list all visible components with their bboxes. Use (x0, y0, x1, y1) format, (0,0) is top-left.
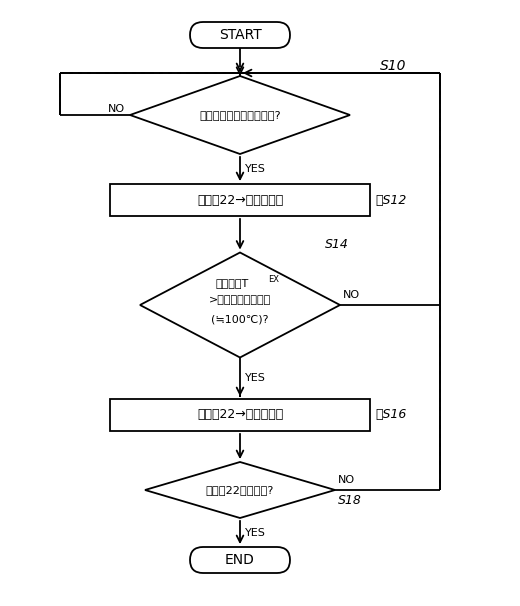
Text: NO: NO (338, 475, 355, 485)
Text: S10: S10 (380, 59, 407, 73)
Text: 制御弁22＝完全閉?: 制御弁22＝完全閉? (206, 485, 274, 495)
Text: START: START (218, 28, 262, 42)
Polygon shape (140, 253, 340, 358)
Text: NO: NO (108, 104, 125, 114)
Text: 排気温度T: 排気温度T (215, 278, 249, 288)
Bar (110, 399, 370, 431)
Text: 被加熱部温度＜排気温度?: 被加熱部温度＜排気温度? (199, 110, 281, 120)
Text: YES: YES (245, 527, 266, 538)
Text: EX: EX (268, 276, 279, 284)
Text: (≒100℃)?: (≒100℃)? (211, 315, 269, 325)
FancyBboxPatch shape (190, 22, 290, 48)
FancyBboxPatch shape (190, 547, 290, 573)
Text: >排氣水分凝縮温度: >排氣水分凝縮温度 (209, 295, 271, 305)
Polygon shape (145, 462, 335, 518)
Text: END: END (225, 553, 255, 567)
Text: ～S12: ～S12 (375, 193, 406, 207)
Text: NO: NO (343, 290, 360, 300)
Text: YES: YES (245, 164, 266, 174)
Text: 制御弁22→閉じ側制御: 制御弁22→閉じ側制御 (197, 408, 283, 422)
Text: YES: YES (245, 373, 266, 383)
Text: ～S16: ～S16 (375, 408, 406, 422)
Text: 制御弁22→開き側制御: 制御弁22→開き側制御 (197, 193, 283, 207)
Text: S18: S18 (338, 493, 362, 507)
Bar (110, 184, 370, 216)
Text: S14: S14 (325, 238, 349, 251)
Polygon shape (130, 76, 350, 154)
